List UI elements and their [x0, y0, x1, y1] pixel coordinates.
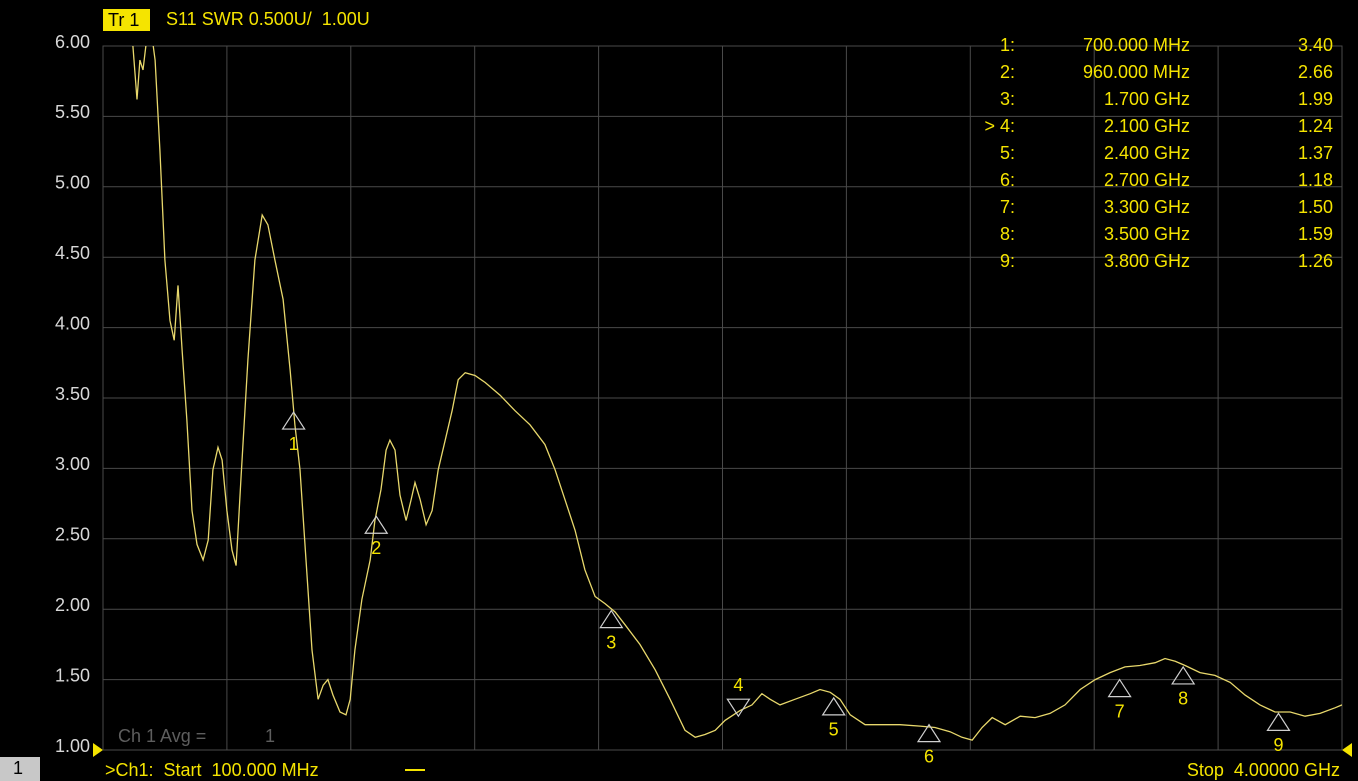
y-tick-label: 1.00: [55, 736, 90, 756]
channel-label: 1: [13, 758, 23, 778]
marker-triangle: [821, 696, 846, 716]
marker-triangle: [916, 723, 942, 743]
marker-table-value: 1.18: [1298, 170, 1333, 190]
marker-table-frequency: 3.800 GHz: [1104, 251, 1190, 271]
marker-table-value: 1.26: [1298, 251, 1333, 271]
y-tick-label: 4.00: [55, 313, 90, 333]
marker-table-value: 1.50: [1298, 197, 1333, 217]
marker-table-frequency: 2.100 GHz: [1104, 116, 1190, 136]
marker-number: 5: [829, 720, 839, 740]
marker-table-index: 9:: [1000, 251, 1015, 271]
marker-table-frequency: 2.700 GHz: [1104, 170, 1190, 190]
marker-number: 3: [606, 632, 616, 652]
trace-group: [132, 46, 1342, 741]
marker-table-index: 1:: [1000, 35, 1015, 55]
y-tick-label: 2.00: [55, 595, 90, 615]
marker-table-value: 1.24: [1298, 116, 1333, 136]
trace-label: Tr 1: [108, 10, 139, 30]
marker-triangle: [599, 609, 624, 629]
y-tick-label: 3.00: [55, 454, 90, 474]
trace-line: [132, 46, 1342, 741]
channel-badge: [0, 757, 40, 781]
chart-title: S11 SWR 0.500U/ 1.00U: [166, 9, 370, 29]
marker-table-frequency: 700.000 MHz: [1083, 35, 1190, 55]
marker-table-value: 1.37: [1298, 143, 1333, 163]
marker-number: 1: [289, 434, 299, 454]
marker-number: 6: [924, 746, 934, 766]
marker-table-frequency: 3.300 GHz: [1104, 197, 1190, 217]
start-pointer: [93, 743, 103, 757]
marker-number: 7: [1115, 701, 1125, 721]
y-tick-label: 3.50: [55, 384, 90, 404]
marker-table-index: 6:: [1000, 170, 1015, 190]
marker-table-frequency: 3.500 GHz: [1104, 224, 1190, 244]
marker-table-value: 3.40: [1298, 35, 1333, 55]
marker-table-value: 1.59: [1298, 224, 1333, 244]
stop-pointer: [1342, 743, 1352, 757]
y-tick-label: 5.00: [55, 173, 90, 193]
y-tick-label: 2.50: [55, 525, 90, 545]
marker-table-frequency: 2.400 GHz: [1104, 143, 1190, 163]
marker-table-index: 7:: [1000, 197, 1015, 217]
y-tick-label: 6.00: [55, 32, 90, 52]
marker-table-index: 8:: [1000, 224, 1015, 244]
marker-number: 9: [1273, 735, 1283, 755]
avg-label: Ch 1 Avg =: [118, 726, 206, 746]
marker-number: 4: [733, 675, 743, 695]
plot-frame: [102, 45, 1343, 751]
y-tick-label: 1.50: [55, 665, 90, 685]
marker-number: 2: [371, 538, 381, 558]
marker-table-index: > 4:: [984, 116, 1015, 136]
marker-triangle: [1266, 712, 1291, 731]
marker-triangle: [1171, 665, 1196, 685]
y-tick-label: 5.50: [55, 102, 90, 122]
marker-triangle: [726, 698, 751, 718]
start-label: >Ch1: Start 100.000 MHz: [105, 760, 319, 780]
marker-table-index: 2:: [1000, 62, 1015, 82]
marker-number: 8: [1178, 689, 1188, 709]
stop-label: Stop 4.00000 GHz: [1187, 760, 1340, 780]
marker-table-value: 1.99: [1298, 89, 1333, 109]
marker-triangle: [281, 410, 306, 430]
marker-triangle: [1107, 678, 1132, 698]
marker-table-index: 3:: [1000, 89, 1015, 109]
marker-table-frequency: 1.700 GHz: [1104, 89, 1190, 109]
marker-table-value: 2.66: [1298, 62, 1333, 82]
marker-table-frequency: 960.000 MHz: [1083, 62, 1190, 82]
y-tick-label: 4.50: [55, 243, 90, 263]
marker-triangle: [364, 515, 389, 534]
marker-table-index: 5:: [1000, 143, 1015, 163]
trace-badge: [103, 9, 150, 31]
avg-value: 1: [265, 726, 275, 746]
